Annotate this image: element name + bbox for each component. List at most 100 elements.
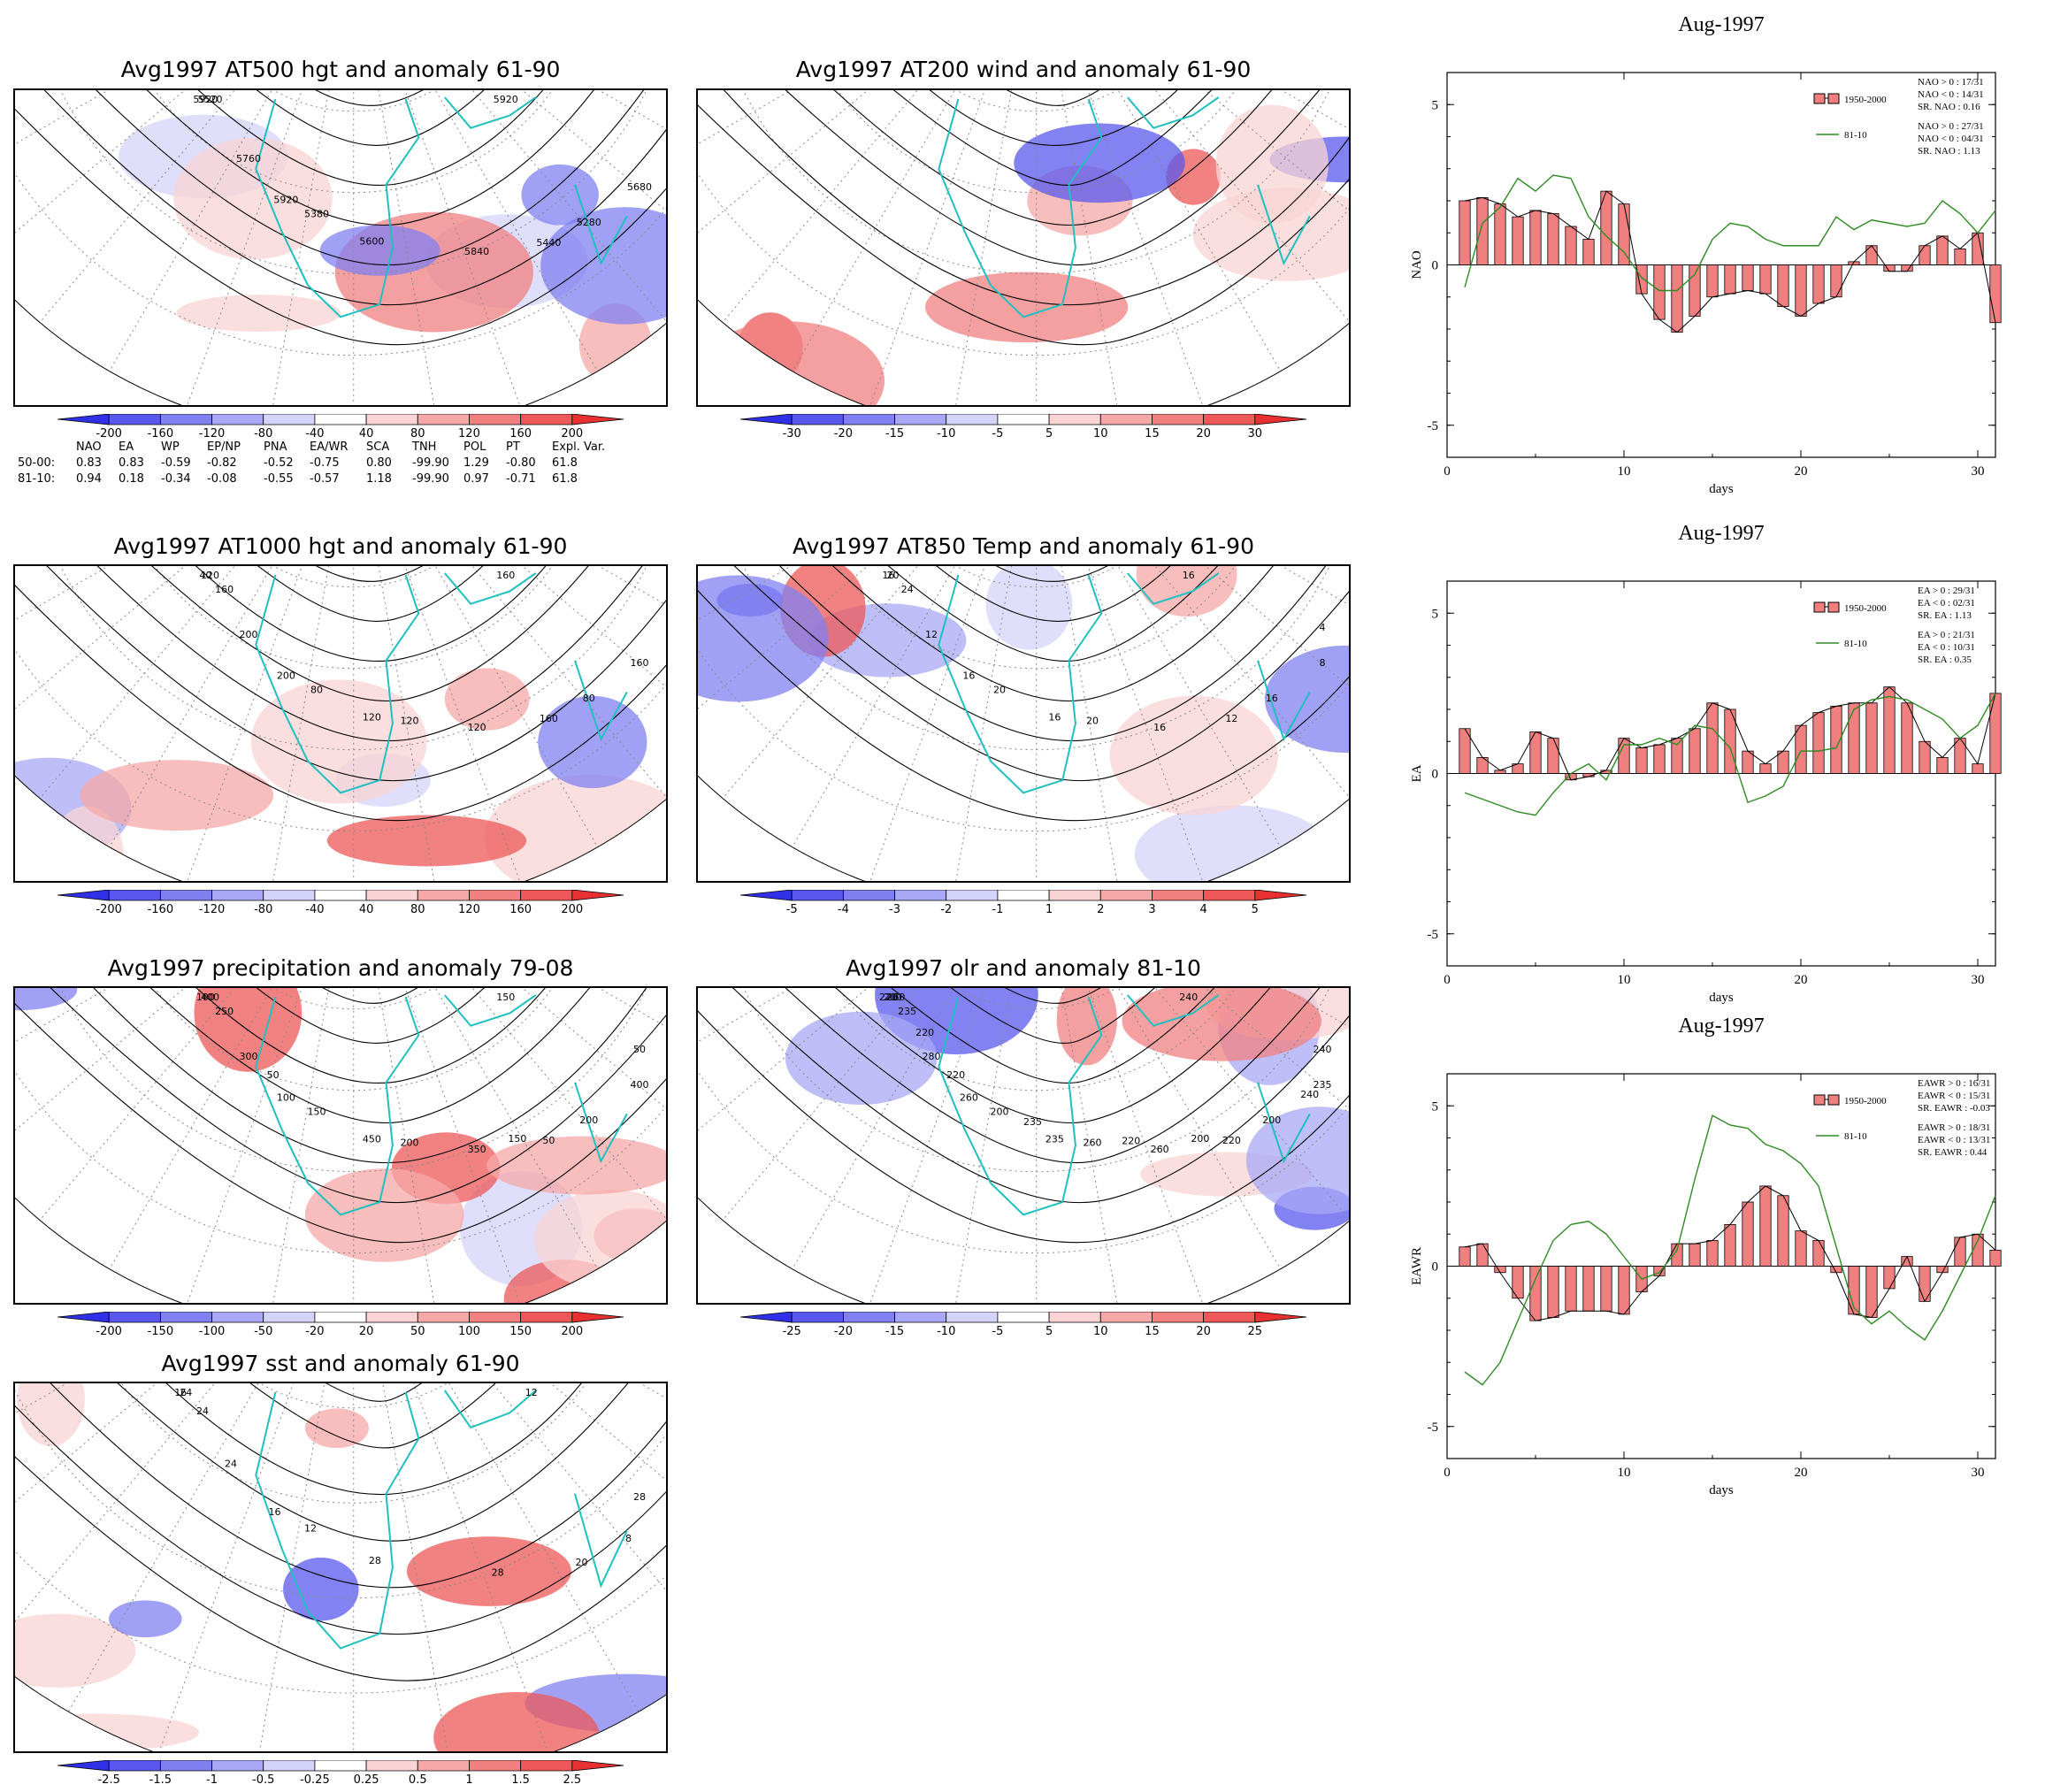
contour-label: 28 (492, 1566, 504, 1578)
map-title: Avg1997 precipitation and anomaly 79-08 (107, 955, 574, 981)
colorbar-swatch (417, 1759, 470, 1772)
bar (1742, 750, 1754, 774)
contour-line (15, 566, 666, 782)
bar (1529, 210, 1542, 265)
legend-series-name: 1950-2000 (1844, 1096, 1887, 1107)
colorbar-swatch (1048, 889, 1101, 901)
contour-label: 16 (1183, 570, 1195, 581)
table-row: 81-10: 0.94 0.18 -0.34 -0.08 -0.55 -0.57 1.18 -9… (18, 472, 614, 488)
colorbar-swatch (57, 889, 110, 901)
colorbar-tick-label: -5 (786, 903, 798, 916)
anomaly-shading (1014, 123, 1185, 203)
colorbar-swatch (1254, 889, 1307, 901)
coastline (938, 574, 1103, 794)
colorbar-swatch (1099, 889, 1153, 901)
colorbar-tick-label: 10 (1093, 427, 1108, 440)
anomaly-shading (1215, 104, 1329, 224)
colorbar-tick-label: -160 (148, 903, 174, 916)
contour-label: 200 (579, 1114, 598, 1126)
coastline (573, 1493, 628, 1589)
colorbar-swatch (894, 1311, 947, 1323)
colorbar-swatch (997, 889, 1050, 901)
colorbar-swatch (842, 889, 895, 901)
bar (1919, 740, 1931, 774)
anomaly-shading (194, 988, 303, 1072)
contour-label: 16 (1266, 693, 1278, 704)
contour-label: 5920 (273, 195, 298, 206)
contour-label: 24 (180, 1387, 192, 1398)
table-cell: NAO (76, 440, 102, 454)
colorbar-swatch (417, 889, 470, 901)
colorbar-tick-label: 20 (1196, 427, 1211, 440)
coastline (443, 1390, 537, 1429)
legend-stat: EA > 0 : 21/31 (1918, 630, 1975, 640)
colorbar-tick-label: 80 (410, 427, 425, 440)
colorbar-swatch (314, 1311, 367, 1323)
anomaly-shading (1264, 645, 1349, 754)
colorbar-swatch (791, 1311, 844, 1323)
x-tick-label: 30 (1972, 973, 1985, 987)
contour-label: 40 (199, 570, 211, 581)
table-cell: 0.18 (119, 472, 144, 486)
colorbar-swatch (946, 413, 999, 425)
colorbar-tick-label: -1.5 (149, 1773, 172, 1787)
x-tick-label: 30 (1972, 464, 1985, 479)
bar (1954, 248, 1966, 265)
colorbar-tick-label: 120 (458, 903, 480, 916)
bar (1742, 1201, 1754, 1267)
y-tick-label: -5 (1428, 419, 1439, 433)
map-plot: 5920 5920 5440 5520 5600 5680 5760 5840 5920 5380… (15, 90, 666, 405)
bar (1565, 1266, 1577, 1312)
map-plot: 2402602202002352352802602202002002352602… (698, 988, 1349, 1303)
contour-label: 5840 (464, 246, 489, 257)
bar (1972, 763, 1984, 774)
anomaly-shading (444, 668, 530, 731)
contour-line (15, 1383, 666, 1635)
bar (1759, 763, 1772, 774)
contour-label: 260 (1151, 1144, 1169, 1155)
legend-bar-swatch (1813, 601, 1826, 613)
contour-label: 160 (540, 713, 558, 724)
table-cell: -0.08 (207, 472, 237, 486)
colorbar: -30 -20 -15 -10 -5 5 10 15 20 30 (739, 413, 1324, 446)
contour-line (189, 566, 518, 582)
colorbar-tick-label: 80 (410, 903, 425, 916)
bar (1635, 747, 1648, 774)
contour-label: 240 (1179, 992, 1198, 1003)
timeseries-chart: 5 0 -5 0 10 20 30 days EA 1950-2000 81-10 EA > 0 : … (1403, 572, 2004, 1009)
contour-line (831, 566, 1242, 622)
table-cell: -99.90 (412, 472, 449, 486)
coastline (574, 660, 628, 742)
colorbar-tick-label: -40 (305, 427, 324, 440)
contour-label: 20 (576, 1557, 588, 1568)
coastline (255, 1391, 420, 1650)
bar (1706, 1240, 1719, 1267)
anomaly-shading (925, 272, 1129, 343)
contour-line (698, 988, 1349, 1204)
map-title: Avg1997 AT1000 hgt and anomaly 61-90 (113, 533, 568, 559)
anomaly-shading (406, 1536, 571, 1606)
y-tick-label: 5 (1432, 1099, 1439, 1114)
bar (1989, 693, 2002, 774)
bar (1706, 702, 1719, 774)
y-axis-label: NAO (1410, 250, 1424, 280)
series-line (1464, 693, 1996, 816)
y-axis-label: EA (1410, 764, 1424, 782)
contour-line (698, 566, 1349, 822)
coastline (1126, 994, 1220, 1027)
colorbar-tick-label: -1 (206, 1773, 218, 1787)
contour-line (698, 90, 1349, 306)
bar (1476, 1243, 1489, 1267)
contour-label: 50 (542, 1135, 555, 1146)
colorbar-swatch (211, 1759, 264, 1772)
anomaly-shading (985, 566, 1073, 650)
colorbar-swatch (842, 1311, 895, 1323)
colorbar-swatch (1099, 1311, 1153, 1323)
map-plot: 12 16 20 24 28 28 24 28 16 12 8 24 (15, 1383, 666, 1751)
colorbar-swatch (1099, 413, 1153, 425)
table-cell: PT (506, 440, 520, 454)
contour-label: 235 (1314, 1079, 1332, 1091)
colorbar-tick-label: -150 (148, 1325, 174, 1338)
